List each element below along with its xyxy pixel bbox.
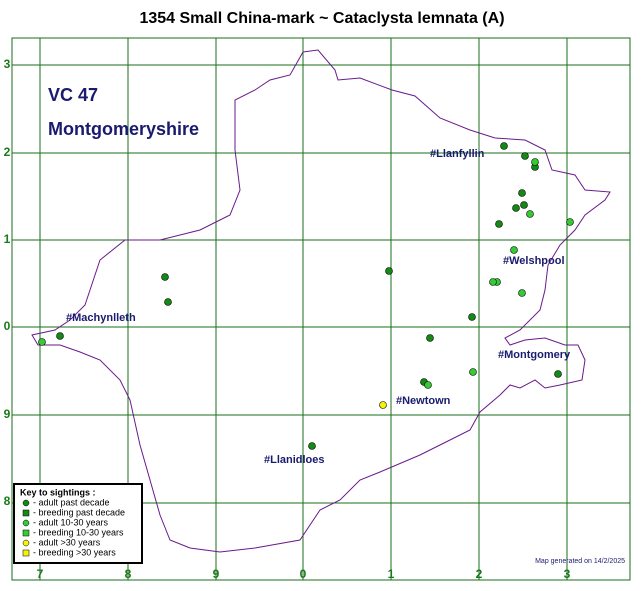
- grid-label: 9: [213, 567, 220, 581]
- town-label: #Montgomery: [498, 349, 571, 361]
- sighting: [520, 201, 528, 209]
- grid-label: 0: [4, 319, 11, 333]
- footer: Map generated on 14/2/2025: [535, 558, 625, 565]
- key-symbol: [22, 539, 30, 547]
- grid-label: 8: [125, 567, 132, 581]
- sighting: [424, 381, 432, 389]
- sighting: [164, 298, 172, 306]
- grid-label: 3: [4, 57, 11, 71]
- town-label: #Newtown: [396, 395, 451, 407]
- key-item: - adult past decade: [33, 497, 110, 507]
- grid-label: 0: [300, 567, 307, 581]
- sighting: [521, 152, 529, 160]
- grid-label: 1: [4, 232, 11, 246]
- town-label: #Llanfyllin: [430, 148, 485, 160]
- sighting: [510, 246, 518, 254]
- grid-label: 7: [37, 567, 44, 581]
- grid-label: 2: [4, 145, 11, 159]
- sighting: [526, 210, 534, 218]
- region-code: VC 47: [48, 85, 98, 105]
- key-symbol: [22, 499, 30, 507]
- sighting: [489, 278, 497, 286]
- sighting: [468, 313, 476, 321]
- sighting: [385, 267, 393, 275]
- title: 1354 Small China-mark ~ Cataclysta lemna…: [139, 10, 504, 27]
- sighting: [426, 334, 434, 342]
- sighting: [56, 332, 64, 340]
- key-item: - breeding >30 years: [33, 547, 116, 557]
- frame: [11, 37, 631, 581]
- sighting: [161, 273, 169, 281]
- sighting: [469, 368, 477, 376]
- key-symbol: [22, 519, 30, 527]
- key-symbol: [22, 549, 30, 557]
- grid-label: 8: [4, 494, 11, 508]
- sighting: [500, 142, 508, 150]
- grid-labels: 7 8 9 0 1 2 3 3 2 1 0 9 8: [4, 57, 571, 581]
- sighting: [308, 442, 316, 450]
- sighting: [531, 158, 539, 166]
- key-box: [13, 483, 143, 564]
- town-label: #Llanidloes: [264, 454, 325, 466]
- town-label: #Machynlleth: [66, 312, 136, 324]
- region-name: Montgomeryshire: [48, 119, 199, 139]
- county-boundary: [31, 49, 611, 553]
- grid-label: 3: [564, 567, 571, 581]
- sighting: [38, 338, 46, 346]
- sighting: [512, 204, 520, 212]
- sighting: [495, 220, 503, 228]
- sighting: [518, 189, 526, 197]
- grid-label: 2: [476, 567, 483, 581]
- key-item: - adult 10-30 years: [33, 517, 109, 527]
- sighting: [554, 370, 562, 378]
- sightings: [38, 142, 574, 450]
- key-item: - breeding past decade: [33, 507, 125, 517]
- town-label: #Welshpool: [503, 255, 565, 267]
- sighting: [518, 289, 526, 297]
- grid-label: 9: [4, 407, 11, 421]
- key-symbol: [22, 509, 30, 517]
- key-title: Key to sightings :: [20, 487, 96, 497]
- key-item: - adult >30 years: [33, 537, 101, 547]
- key: Key to sightings : - adult past decade -…: [13, 483, 143, 564]
- key-item: - breeding 10-30 years: [33, 527, 124, 537]
- grid-label: 1: [388, 567, 395, 581]
- key-symbol: [22, 529, 30, 537]
- sighting: [379, 401, 387, 409]
- sighting: [566, 218, 574, 226]
